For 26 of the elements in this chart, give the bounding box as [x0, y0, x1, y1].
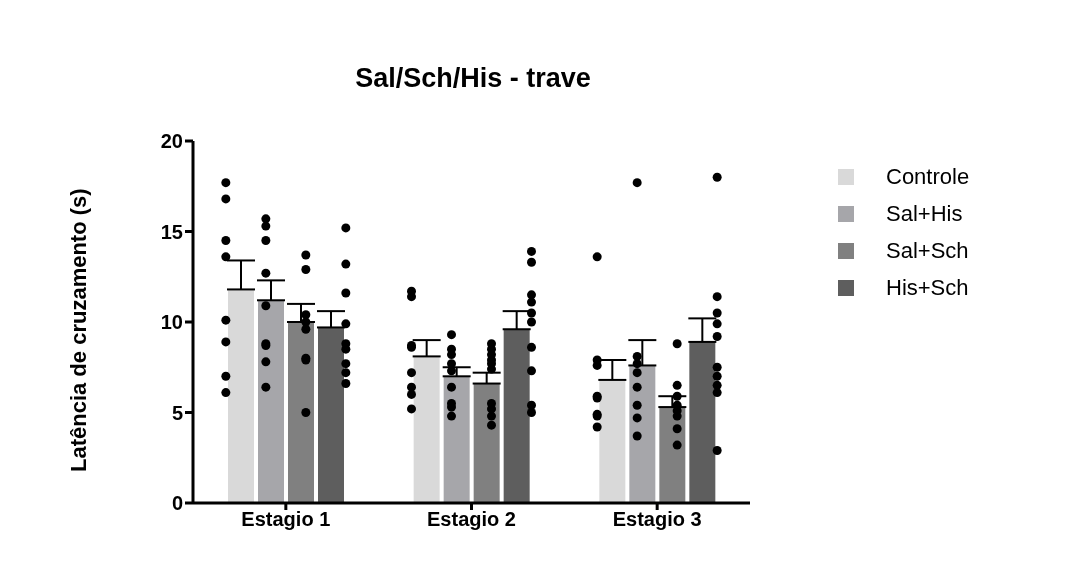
bar — [228, 289, 254, 503]
bar — [413, 356, 440, 503]
legend-label: Sal+His — [886, 200, 963, 227]
y-axis-title: Latência de cruzamento (s) — [65, 188, 91, 472]
chart-title: Sal/Sch/His - trave — [354, 63, 592, 94]
legend-label: Controle — [886, 163, 970, 190]
bar — [258, 300, 284, 503]
y-tick-label: 10 — [160, 311, 183, 334]
legend-label: Sal+Sch — [886, 237, 969, 264]
bar — [443, 376, 470, 503]
bar — [629, 365, 656, 503]
x-tick-label: Estagio 3 — [612, 508, 702, 531]
bar — [599, 379, 626, 503]
y-tick-label: 15 — [160, 220, 183, 243]
bar — [689, 341, 716, 503]
bar — [288, 322, 314, 503]
bar — [473, 383, 500, 503]
y-tick-label: 0 — [171, 492, 183, 515]
bar — [318, 327, 344, 503]
bar — [503, 329, 530, 503]
y-tick-label: 20 — [160, 130, 183, 153]
x-tick-label: Estagio 1 — [241, 508, 331, 531]
y-tick-label: 5 — [171, 401, 183, 424]
legend-label: His+Sch — [886, 274, 969, 301]
bar — [659, 407, 686, 503]
x-tick-label: Estagio 2 — [427, 508, 516, 531]
